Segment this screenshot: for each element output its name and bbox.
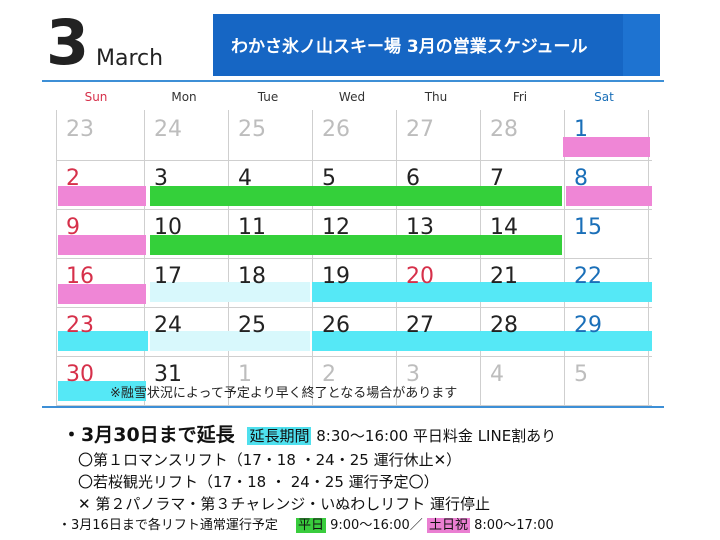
hours-line: ・3月16日まで各リフト通常運行予定 平日 9:00～16:00／ 土日祝 8:…	[58, 516, 554, 536]
extension-title: ・3月30日まで延長	[62, 424, 235, 446]
extension-bar	[312, 331, 652, 351]
calendar-day: 15	[574, 215, 602, 240]
extension-line: ・3月30日まで延長 延長期間 8:30～16:00 平日料金 LINE割あり	[62, 425, 556, 446]
extension-detail: 8:30～16:00 平日料金 LINE割あり	[316, 427, 557, 445]
weekday-mon: Mon	[171, 90, 197, 104]
weekend-bar	[566, 186, 652, 206]
weekend-bar	[58, 284, 146, 304]
grid-row-line	[56, 258, 652, 259]
banner-edge	[623, 14, 660, 76]
weekday-tue: Tue	[257, 90, 279, 104]
calendar-day: 1	[238, 362, 252, 387]
calendar-day: 11	[238, 215, 266, 240]
weekday-wed: Wed	[338, 90, 366, 104]
weekday-badge: 平日	[295, 518, 326, 533]
snow-note: ※融雪状況によって予定より早く終了となる場合があります	[110, 386, 458, 401]
weekend-badge: 土日祝	[426, 518, 470, 533]
grid-row-line	[56, 307, 652, 308]
grid-row-line	[56, 405, 652, 406]
calendar-day: 5	[322, 166, 336, 191]
calendar-day: 28	[490, 313, 518, 338]
calendar-day: 26	[322, 313, 350, 338]
extension-bar	[58, 381, 146, 401]
weekday-fri: Fri	[512, 90, 528, 104]
extension-bar-light	[150, 282, 310, 302]
calendar-day: 13	[406, 215, 434, 240]
calendar-day: 21	[490, 264, 518, 289]
calendar-day: 28	[490, 117, 518, 142]
calendar-day: 4	[490, 362, 504, 387]
weekend-hours: 8:00～17:00	[474, 518, 554, 533]
calendar-day: 19	[322, 264, 350, 289]
extension-bar-light	[150, 331, 310, 351]
weekend-bar	[58, 186, 146, 206]
calendar-day: 9	[66, 215, 80, 240]
calendar-day: 23	[66, 313, 94, 338]
calendar-day: 24	[154, 313, 182, 338]
calendar-day: 23	[66, 117, 94, 142]
calendar-day: 8	[574, 166, 588, 191]
calendar-day: 3	[154, 166, 168, 191]
calendar-day: 25	[238, 117, 266, 142]
month-name: March	[96, 46, 164, 71]
calendar-day: 14	[490, 215, 518, 240]
calendar-day: 2	[66, 166, 80, 191]
title-banner: わかさ氷ノ山スキー場 3月の営業スケジュール	[213, 14, 660, 76]
calendar-day: 16	[66, 264, 94, 289]
extension-bar	[312, 282, 652, 302]
weekday-sat: Sat	[594, 90, 614, 104]
calendar-day: 25	[238, 313, 266, 338]
weekend-bar	[58, 235, 146, 255]
grid-row-line	[56, 356, 652, 357]
calendar-day: 6	[406, 166, 420, 191]
weekday-sun: Sun	[84, 90, 108, 104]
calendar-day: 2	[322, 362, 336, 387]
grid-row-line	[56, 209, 652, 210]
footer-divider	[42, 406, 664, 408]
calendar-day: 18	[238, 264, 266, 289]
lift-line-2: 〇若桜観光リフト（17・18 ・ 24・25 運行予定〇）	[78, 473, 439, 491]
calendar-day: 22	[574, 264, 602, 289]
calendar-day: 20	[406, 264, 434, 289]
calendar-day: 30	[66, 362, 94, 387]
weekday-bar	[150, 235, 562, 255]
extension-badge: 延長期間	[247, 427, 312, 445]
extension-bar	[58, 331, 148, 351]
calendar-day: 5	[574, 362, 588, 387]
calendar-day: 27	[406, 313, 434, 338]
weekend-bar	[563, 137, 650, 157]
calendar-day: 1	[574, 117, 588, 142]
calendar-day: 24	[154, 117, 182, 142]
lift-line-3: ✕ 第２パノラマ・第３チャレンジ・いぬわしリフト 運行停止	[78, 495, 490, 513]
grid-row-line	[56, 160, 652, 161]
calendar-day: 27	[406, 117, 434, 142]
calendar-day: 12	[322, 215, 350, 240]
month-number: 3	[46, 6, 90, 79]
banner-title: わかさ氷ノ山スキー場 3月の営業スケジュール	[231, 37, 588, 57]
calendar-day: 4	[238, 166, 252, 191]
calendar-day: 31	[154, 362, 182, 387]
weekday-thu: Thu	[424, 90, 448, 104]
header-divider	[42, 80, 664, 82]
lift-line-1: 〇第１ロマンスリフト（17・18 ・24・25 運行休止✕）	[78, 451, 462, 469]
weekday-hours: 9:00～16:00／	[330, 518, 423, 533]
weekday-bar	[150, 186, 562, 206]
calendar-day: 10	[154, 215, 182, 240]
bottom-note: ・3月16日まで各リフト通常運行予定	[58, 518, 278, 533]
calendar-day: 17	[154, 264, 182, 289]
calendar-day: 3	[406, 362, 420, 387]
calendar-day: 7	[490, 166, 504, 191]
calendar-day: 26	[322, 117, 350, 142]
calendar-day: 29	[574, 313, 602, 338]
